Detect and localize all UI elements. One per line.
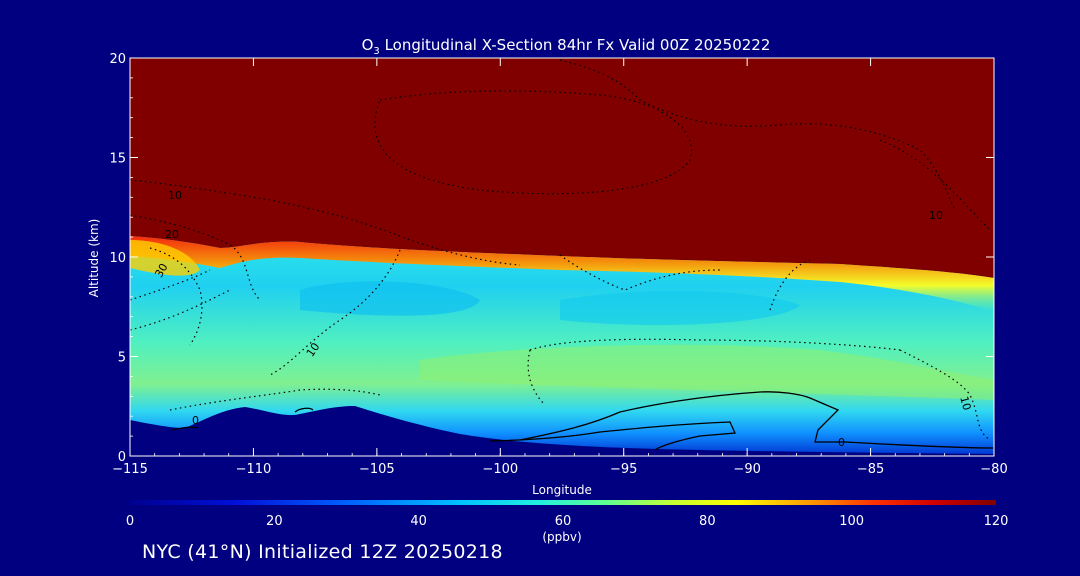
- contour-label: 0: [192, 414, 199, 427]
- colorbar-tick-label: 0: [126, 514, 134, 529]
- footer-info: NYC (41°N) Initialized 12Z 20250218: [142, 541, 503, 563]
- tropopause-band: [130, 236, 994, 312]
- stratosphere-field: [130, 58, 994, 278]
- low-ozone-patch: [560, 290, 800, 325]
- colorbar-unit-label: (ppbv): [542, 530, 581, 544]
- contour-lines: [130, 59, 991, 441]
- zero-contours: [171, 391, 994, 451]
- y-tick-label: 5: [118, 351, 126, 366]
- high-ozone-patch: [420, 344, 994, 400]
- chart-title: O3 Longitudinal X-Section 84hr Fx Valid …: [362, 36, 771, 57]
- colorbar-tick-label: 100: [839, 514, 864, 529]
- x-axis: −115 −110 −105 −100 −95 −90 −85 −80: [112, 58, 1008, 477]
- contour-label: 10: [168, 189, 182, 202]
- contour-label: 10: [929, 209, 943, 222]
- terrain: [130, 406, 994, 456]
- y-axis-label: Altitude (km): [87, 219, 101, 298]
- x-tick-label: −110: [236, 462, 272, 477]
- contour-label: 10: [957, 395, 973, 412]
- colorbar-tick-label: 120: [984, 514, 1009, 529]
- x-tick-label: −105: [359, 462, 395, 477]
- colorbar-tick-label: 20: [266, 514, 283, 529]
- x-tick-label: −85: [857, 462, 884, 477]
- low-ozone-patch: [300, 281, 480, 316]
- y-tick-label: 20: [109, 52, 126, 67]
- contour-label: 20: [165, 228, 179, 241]
- contour-label: 0: [838, 436, 845, 449]
- x-tick-label: −100: [482, 462, 518, 477]
- colorbar-tick-label: 40: [410, 514, 427, 529]
- y-tick-label: 0: [118, 450, 126, 465]
- x-axis-label: Longitude: [532, 483, 592, 497]
- plot-area: [130, 58, 994, 456]
- x-tick-label: −95: [610, 462, 637, 477]
- contour-label: 30: [152, 261, 170, 280]
- y-tick-label: 10: [109, 251, 126, 266]
- colorbar: [130, 500, 996, 505]
- colorbar-ticks: 0 20 40 60 80 100 120: [126, 514, 1009, 529]
- x-tick-label: −115: [112, 462, 148, 477]
- y-tick-label: 15: [109, 152, 126, 167]
- colorbar-tick-label: 60: [555, 514, 572, 529]
- y-axis: 0 5 10 15 20: [109, 52, 994, 465]
- x-tick-label: −90: [733, 462, 760, 477]
- x-tick-label: −80: [980, 462, 1007, 477]
- tropopause-bulge: [130, 240, 200, 276]
- colorbar-tick-label: 80: [699, 514, 716, 529]
